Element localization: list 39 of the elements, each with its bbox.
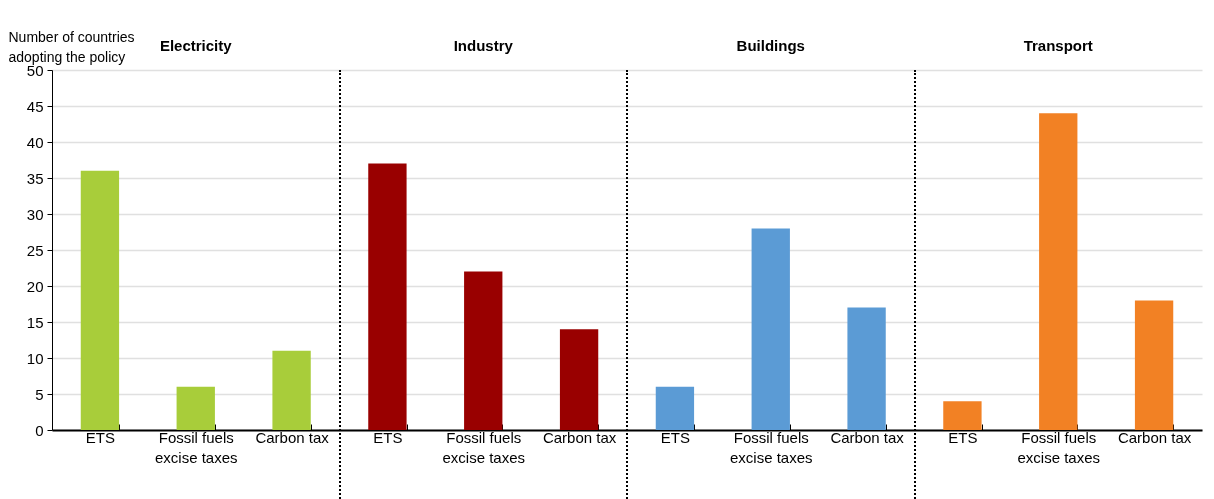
x-tick-label: Fossil fuels excise taxes	[729, 428, 813, 466]
bar	[559, 329, 599, 430]
x-tick-label: Fossil fuels excise taxes	[1017, 428, 1101, 466]
bar	[272, 350, 311, 430]
y-tick-label: 35	[26, 169, 44, 187]
y-axis-title: Number of countries adopting the policy	[8, 28, 135, 65]
x-tick-label: ETS	[373, 428, 403, 446]
y-tick-label: 15	[26, 313, 44, 331]
y-tick-label: 0	[35, 421, 44, 439]
x-tick-label: Carbon tax	[255, 428, 330, 446]
bar	[368, 163, 407, 430]
text: Buildings	[736, 37, 805, 54]
y-tick-label: 5	[35, 385, 44, 403]
y-tick-label: 40	[26, 133, 44, 151]
y-tick-label: 45	[26, 97, 44, 115]
y-tick-label: 20	[26, 277, 44, 295]
x-tick-label: ETS	[948, 428, 978, 446]
x-tick-label: Fossil fuels excise taxes	[442, 428, 526, 466]
bar	[80, 170, 120, 430]
x-tick-label: Fossil fuels excise taxes	[154, 428, 238, 466]
x-tick-label: Carbon tax	[830, 428, 905, 446]
x-tick-label: ETS	[85, 428, 116, 446]
y-tick-label: 30	[26, 205, 44, 223]
y-tick-label: 10	[26, 349, 44, 367]
bar	[1039, 113, 1078, 430]
text: Industry	[453, 37, 514, 54]
bar	[1134, 300, 1174, 430]
bar	[751, 228, 790, 430]
y-tick-label: 25	[26, 241, 44, 259]
bar	[847, 307, 886, 430]
x-tick-label: Carbon tax	[1117, 428, 1192, 446]
x-tick-label: Carbon tax	[542, 428, 617, 446]
bar	[943, 401, 982, 430]
text: Electricity	[159, 37, 233, 54]
text: Transport	[1023, 37, 1093, 54]
bar	[655, 386, 695, 430]
x-tick-label: ETS	[660, 428, 691, 446]
bar	[176, 386, 215, 430]
bar	[464, 271, 503, 430]
